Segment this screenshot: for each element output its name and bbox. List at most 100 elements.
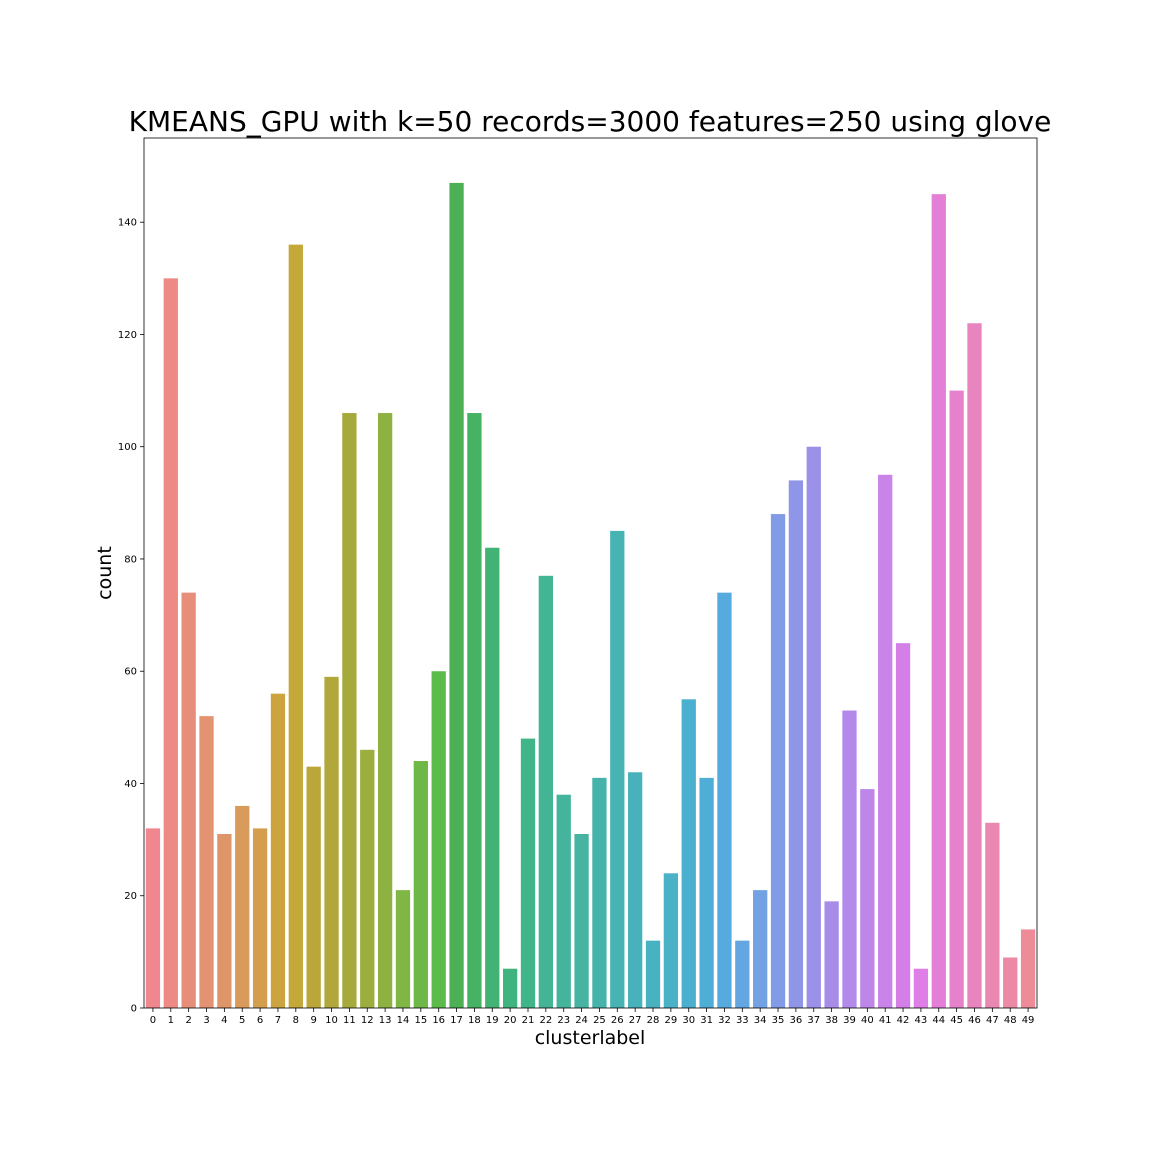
- bar-30: [681, 699, 696, 1008]
- x-tick-label: 18: [468, 1015, 481, 1026]
- bar-31: [699, 777, 714, 1008]
- bar-1: [163, 278, 178, 1008]
- x-tick-label: 12: [361, 1015, 374, 1026]
- x-tick-label: 38: [825, 1015, 838, 1026]
- y-tick-label: 80: [124, 554, 137, 565]
- bar-43: [913, 968, 929, 1008]
- bar-49: [1020, 929, 1036, 1008]
- x-tick-label: 24: [575, 1015, 588, 1026]
- x-tick-label: 46: [968, 1015, 981, 1026]
- x-axis-label: clusterlabel: [535, 1027, 646, 1049]
- bar-21: [520, 738, 536, 1008]
- bar-7: [270, 693, 286, 1008]
- bar-17: [449, 182, 464, 1008]
- y-tick-label: 20: [124, 891, 137, 902]
- bar-45: [949, 390, 964, 1009]
- bar-0: [145, 828, 161, 1008]
- bar-22: [538, 575, 553, 1008]
- x-tick-label: 11: [343, 1015, 356, 1026]
- x-tick-label: 0: [150, 1015, 156, 1026]
- x-tick-label: 39: [843, 1015, 856, 1026]
- x-tick-label: 45: [950, 1015, 963, 1026]
- bar-3: [199, 716, 214, 1008]
- x-tick-label: 40: [861, 1015, 874, 1026]
- bar-11: [342, 413, 357, 1008]
- x-tick-label: 5: [239, 1015, 245, 1026]
- x-tick-label: 14: [397, 1015, 410, 1026]
- x-tick-label: 4: [221, 1015, 227, 1026]
- x-tick-label: 43: [915, 1015, 928, 1026]
- bar-13: [377, 413, 393, 1008]
- x-tick-label: 37: [807, 1015, 820, 1026]
- y-tick-label: 0: [131, 1004, 137, 1015]
- x-tick-label: 8: [293, 1015, 299, 1026]
- x-tick-label: 9: [310, 1015, 316, 1026]
- bar-2: [181, 592, 196, 1008]
- x-tick-label: 27: [629, 1015, 642, 1026]
- bar-26: [610, 530, 625, 1008]
- bar-35: [770, 514, 786, 1008]
- bar-19: [485, 547, 500, 1008]
- x-tick-label: 41: [879, 1015, 892, 1026]
- bar-23: [556, 794, 571, 1008]
- bar-40: [860, 789, 875, 1008]
- bar-25: [592, 777, 607, 1008]
- x-tick-label: 17: [450, 1015, 463, 1026]
- x-tick-label: 34: [754, 1015, 767, 1026]
- bar-37: [806, 446, 821, 1009]
- x-tick-label: 13: [379, 1015, 392, 1026]
- bar-38: [824, 901, 839, 1008]
- y-tick-label: 40: [124, 779, 137, 790]
- bar-14: [395, 890, 411, 1008]
- bar-10: [324, 676, 339, 1008]
- x-tick-label: 29: [665, 1015, 678, 1026]
- bar-16: [431, 671, 446, 1008]
- bar-15: [413, 761, 428, 1008]
- x-tick-label: 6: [257, 1015, 263, 1026]
- y-tick-label: 120: [118, 330, 137, 341]
- bar-42: [895, 643, 911, 1008]
- bar-41: [878, 474, 893, 1008]
- x-tick-label: 16: [432, 1015, 445, 1026]
- x-tick-label: 3: [203, 1015, 209, 1026]
- bar-33: [735, 940, 750, 1008]
- bar-34: [753, 890, 768, 1008]
- y-axis: 0 20 40 60 80 100 120 140: [118, 218, 144, 1015]
- x-tick-label: 42: [897, 1015, 910, 1026]
- bar-9: [306, 766, 321, 1008]
- x-tick-label: 26: [611, 1015, 624, 1026]
- bar-46: [967, 323, 982, 1009]
- bar-32: [717, 592, 732, 1008]
- y-axis-label: count: [94, 546, 116, 600]
- bar-18: [467, 413, 482, 1008]
- x-tick-label: 10: [325, 1015, 338, 1026]
- x-tick-label: 15: [414, 1015, 427, 1026]
- bar-6: [252, 828, 268, 1008]
- bar-4: [217, 834, 232, 1008]
- x-tick-label: 30: [682, 1015, 695, 1026]
- x-tick-label: 33: [736, 1015, 749, 1026]
- bar-39: [842, 710, 857, 1008]
- x-tick-label: 19: [486, 1015, 499, 1026]
- bars-group: [145, 182, 1036, 1009]
- x-tick-label: 20: [504, 1015, 517, 1026]
- bar-8: [288, 244, 303, 1008]
- bar-36: [788, 480, 804, 1008]
- x-tick-label: 49: [1022, 1015, 1035, 1026]
- x-axis: 0 1 2 3 4 5 6 7 8 9 10 11 12 13 14 15 16 17 18 19 20 21 22 23 24…: [150, 1008, 1035, 1026]
- y-tick-label: 60: [124, 667, 137, 678]
- y-tick-label: 100: [118, 442, 137, 453]
- bar-27: [628, 772, 643, 1008]
- x-tick-label: 32: [718, 1015, 731, 1026]
- bar-29: [663, 873, 679, 1008]
- x-tick-label: 48: [1004, 1015, 1017, 1026]
- x-tick-label: 28: [647, 1015, 660, 1026]
- x-tick-label: 23: [557, 1015, 570, 1026]
- x-tick-label: 2: [185, 1015, 191, 1026]
- bar-48: [1003, 957, 1018, 1008]
- x-tick-label: 25: [593, 1015, 606, 1026]
- x-tick-label: 1: [168, 1015, 174, 1026]
- x-tick-label: 21: [522, 1015, 535, 1026]
- x-tick-label: 31: [700, 1015, 713, 1026]
